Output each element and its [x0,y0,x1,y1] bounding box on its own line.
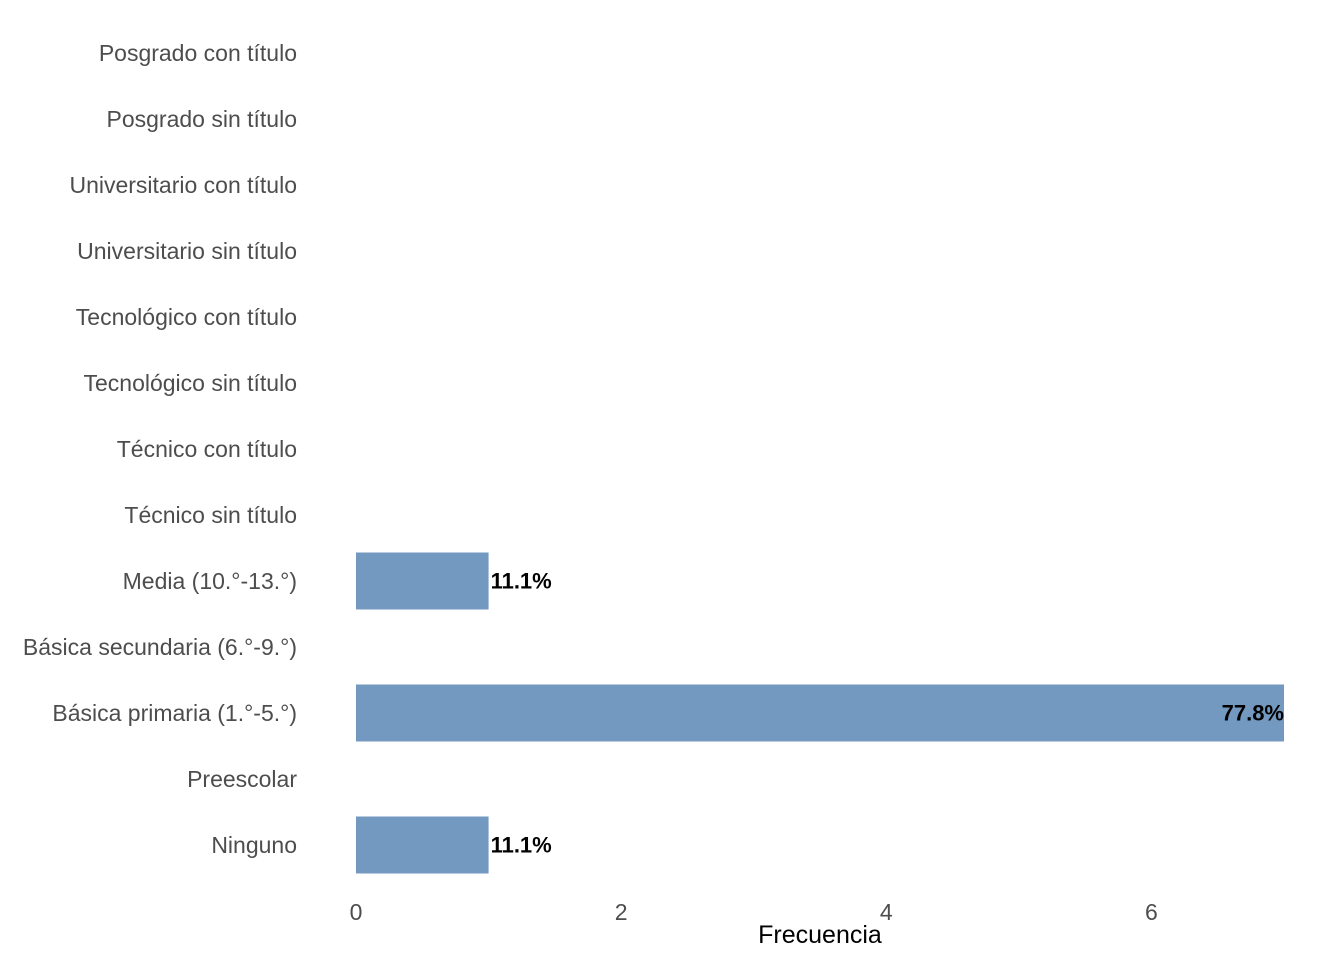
x-tick-label: 6 [1145,899,1158,925]
category-label: Posgrado sin título [106,106,297,132]
bar [356,816,489,874]
x-axis-title: Frecuencia [758,921,882,949]
bar [356,684,1284,742]
x-tick-label: 0 [350,899,363,925]
category-label: Ninguno [211,832,297,858]
category-labels: Ninguno Preescolar Básica primaria (1.°-5.… [23,40,297,858]
category-label: Tecnológico con título [76,304,297,330]
category-label: Tecnológico sin título [83,370,297,396]
category-label: Preescolar [187,766,297,792]
data-label: 11.1% [491,833,552,858]
category-label: Básica primaria (1.°-5.°) [52,700,297,726]
bar [356,552,489,610]
category-label: Universitario sin título [77,238,297,264]
category-label: Básica secundaria (6.°-9.°) [23,634,297,660]
category-label: Técnico sin título [124,502,297,528]
x-tick-label: 4 [880,899,893,925]
category-label: Media (10.°-13.°) [123,568,297,594]
data-label: 11.1% [491,569,552,594]
category-label: Universitario con título [69,172,297,198]
x-axis-ticks: 0 2 4 6 [350,899,1158,925]
data-label: 77.8% [1222,701,1284,726]
category-label: Técnico con título [117,436,297,462]
data-labels: 11.1% 77.8% 11.1% [491,569,1284,858]
category-label: Posgrado con título [99,40,297,66]
bars-group [356,552,1284,874]
x-tick-label: 2 [615,899,628,925]
